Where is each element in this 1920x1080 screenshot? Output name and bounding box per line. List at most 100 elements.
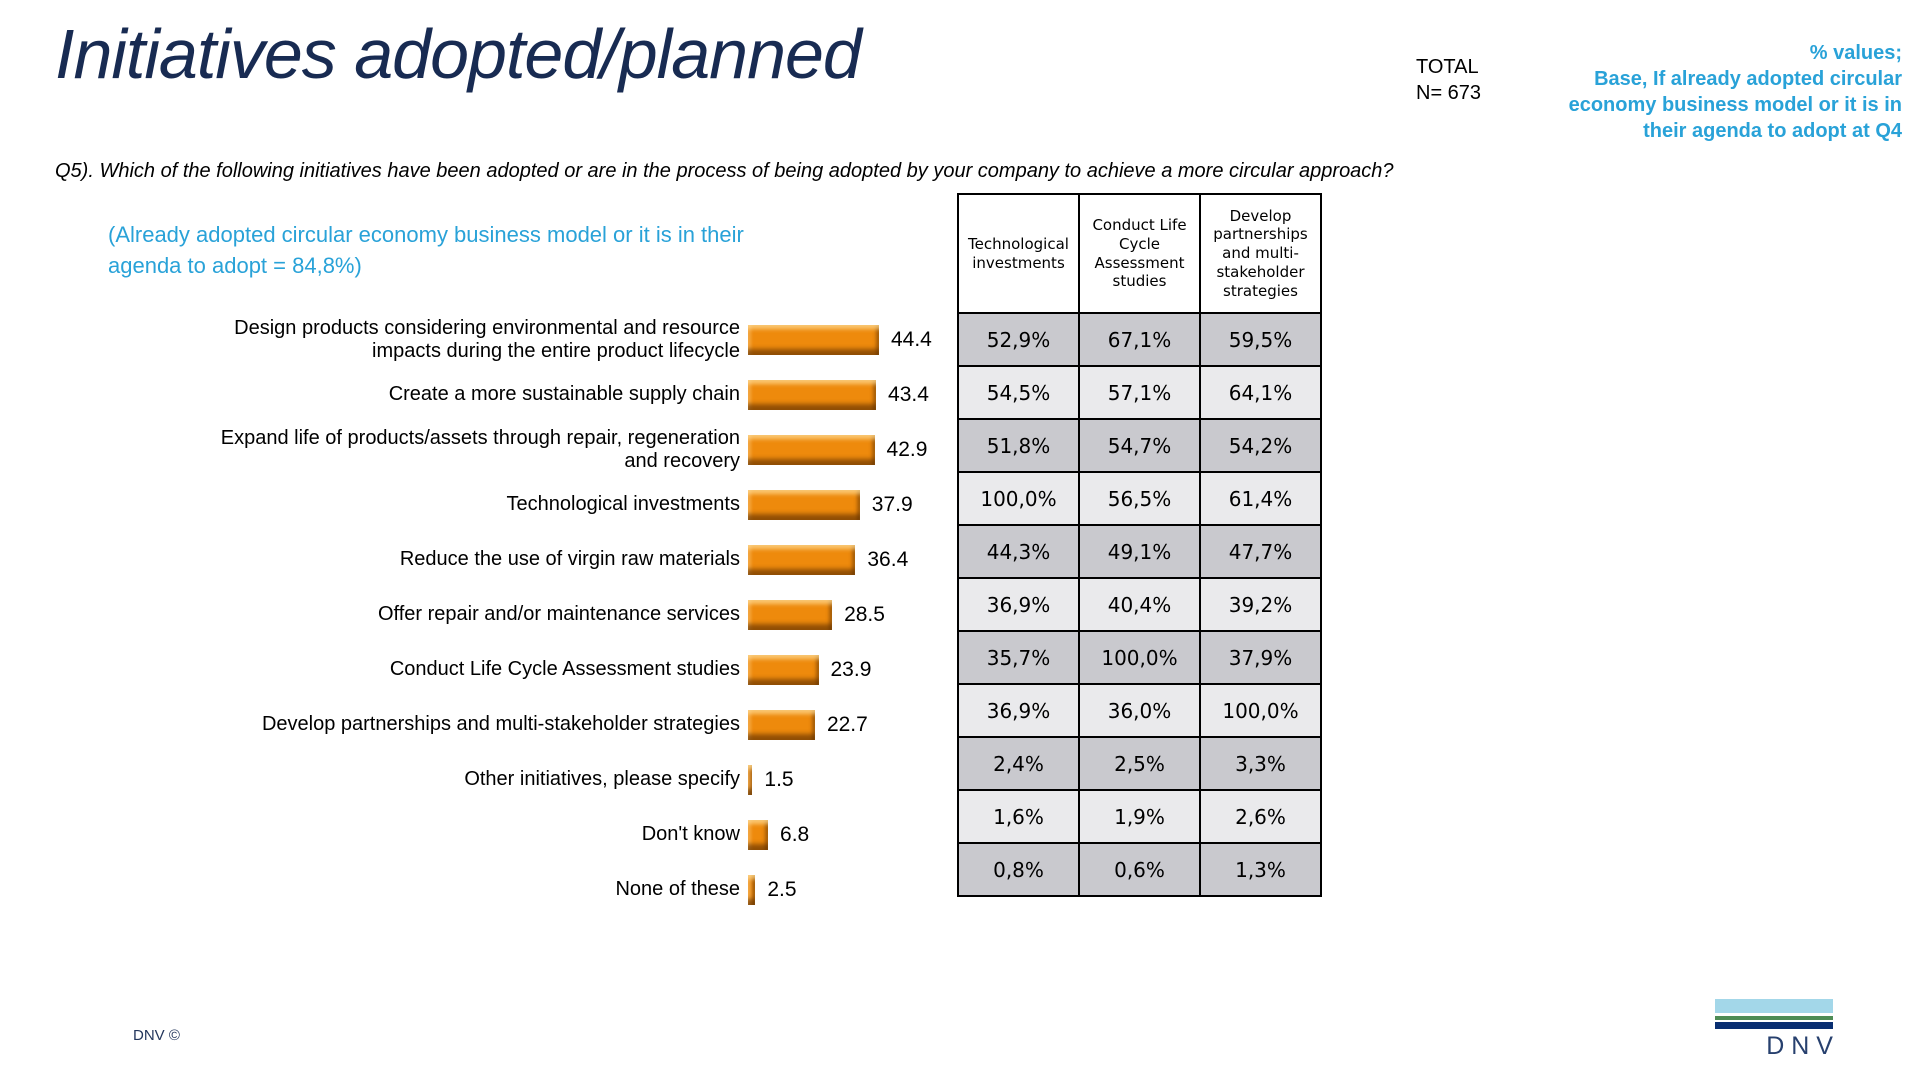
bar: [748, 874, 756, 905]
table-row: 36,9% 36,0% 100,0%: [957, 683, 1322, 738]
bar: [748, 709, 815, 740]
table-cell: 35,7%: [957, 630, 1080, 685]
table-cell: 54,5%: [957, 365, 1080, 420]
bar-row: None of these 2.5: [55, 862, 932, 917]
bar-value-label: 36.4: [867, 547, 909, 571]
bar-value-label: 28.5: [844, 602, 885, 626]
bar-category-label: Create a more sustainable supply chain: [388, 383, 740, 406]
table-cell: 44,3%: [957, 524, 1080, 579]
bar: [748, 544, 856, 575]
table-cell: 2,4%: [957, 736, 1080, 791]
table-cell: 100,0%: [1199, 683, 1322, 738]
table-cell: 39,2%: [1199, 577, 1322, 632]
table-row: 100,0% 56,5% 61,4%: [957, 471, 1322, 526]
bar-row: Develop partnerships and multi-stakehold…: [55, 697, 932, 752]
bar-value-label: 22.7: [826, 712, 868, 736]
table-row: 1,6% 1,9% 2,6%: [957, 789, 1322, 844]
bar-category-label: Develop partnerships and multi-stakehold…: [261, 713, 740, 736]
bar-value-label: 44.4: [890, 327, 932, 351]
table-cell: 59,5%: [1199, 312, 1322, 367]
copyright-label: DNV ©: [133, 1027, 180, 1044]
table-cell: 67,1%: [1078, 312, 1201, 367]
bar-row: Expand life of products/assets through r…: [55, 422, 932, 477]
filter-note: (Already adopted circular economy busine…: [108, 222, 744, 278]
table-header-cell: Conduct Life Cycle Assessment studies: [1078, 193, 1201, 314]
bar-row: Conduct Life Cycle Assessment studies 23.…: [55, 642, 932, 697]
bar-row: Don't know 6.8: [55, 807, 932, 862]
table-cell: 57,1%: [1078, 365, 1201, 420]
table-row: 35,7% 100,0% 37,9%: [957, 630, 1322, 685]
bar: [748, 819, 769, 850]
bar-category-label: Expand life of products/assets through r…: [220, 427, 740, 472]
table-cell: 40,4%: [1078, 577, 1201, 632]
bar: [748, 379, 877, 410]
base-note: % values; Base, If already adopted circu…: [1568, 42, 1902, 142]
table-cell: 2,6%: [1199, 789, 1322, 844]
table-cell: 1,9%: [1078, 789, 1201, 844]
table-cell: 56,5%: [1078, 471, 1201, 526]
dnv-logo: DNV: [1715, 999, 1833, 1061]
bar: [748, 489, 860, 520]
table-row: 36,9% 40,4% 39,2%: [957, 577, 1322, 632]
bar-category-label: Technological investments: [506, 493, 740, 516]
table-header-cell: Develop partnerships and multi-stakehold…: [1199, 193, 1322, 314]
bar: [748, 324, 879, 355]
bar-row: Other initiatives, please specify 1.5: [55, 752, 932, 807]
bar: [748, 654, 819, 685]
table-cell: 3,3%: [1199, 736, 1322, 791]
bar-value-label: 42.9: [886, 437, 928, 461]
table-cell: 54,7%: [1078, 418, 1201, 473]
table-cell: 1,3%: [1199, 842, 1322, 897]
bar: [748, 434, 875, 465]
table-cell: 36,9%: [957, 683, 1080, 738]
table-row: 51,8% 54,7% 54,2%: [957, 418, 1322, 473]
table-cell: 1,6%: [957, 789, 1080, 844]
bar-row: Technological investments 37.9: [55, 477, 932, 532]
bar-row: Offer repair and/or maintenance services…: [55, 587, 932, 642]
total-n-label: TOTAL N= 673: [1416, 56, 1482, 104]
bar-category-label: Reduce the use of virgin raw materials: [399, 548, 740, 571]
bar-value-label: 23.9: [830, 657, 872, 681]
bar-row: Create a more sustainable supply chain 43…: [55, 367, 932, 422]
table-cell: 49,1%: [1078, 524, 1201, 579]
bar-row: Reduce the use of virgin raw materials 36…: [55, 532, 932, 587]
bar-category-label: Design products considering environmenta…: [234, 317, 740, 362]
bar-value-label: 2.5: [767, 877, 797, 901]
bar: [748, 599, 833, 630]
bar-category-label: Conduct Life Cycle Assessment studies: [389, 658, 740, 681]
bar-row: Design products considering environmenta…: [55, 312, 932, 367]
table-row: 44,3% 49,1% 47,7%: [957, 524, 1322, 579]
table-cell: 2,5%: [1078, 736, 1201, 791]
bar-value-label: 1.5: [764, 767, 794, 791]
table-cell: 0,8%: [957, 842, 1080, 897]
bar-value-label: 43.4: [888, 382, 929, 406]
table-header-cell: Technological investments: [957, 193, 1080, 314]
logo-wordmark: DNV: [1766, 1032, 1840, 1060]
table-cell: 52,9%: [957, 312, 1080, 367]
bar-value-label: 37.9: [871, 492, 913, 516]
cross-table-body: 52,9% 67,1% 59,5% 54,5% 57,1% 64,1% 51,8% 54,7%…: [957, 312, 1322, 897]
bar-category-label: Other initiatives, please specify: [464, 768, 740, 791]
table-cell: 100,0%: [957, 471, 1080, 526]
table-cell: 51,8%: [957, 418, 1080, 473]
table-cell: 61,4%: [1199, 471, 1322, 526]
bar-value-label: 6.8: [780, 822, 810, 846]
bar: [748, 764, 753, 795]
table-cell: 100,0%: [1078, 630, 1201, 685]
cross-table-header: Technological investments Conduct Life Cy…: [957, 193, 1322, 314]
cross-table: Technological investments Conduct Life Cy…: [957, 193, 1322, 897]
logo-stripe-navy-icon: [1715, 1022, 1833, 1029]
table-row: 0,8% 0,6% 1,3%: [957, 842, 1322, 897]
page-title: Initiatives adopted/planned: [55, 15, 862, 93]
table-cell: 0,6%: [1078, 842, 1201, 897]
bar-category-label: Don't know: [641, 823, 740, 846]
logo-stripe-green-icon: [1715, 1016, 1833, 1020]
bar-category-label: None of these: [615, 878, 740, 901]
logo-stripe-lightblue-icon: [1715, 999, 1833, 1013]
table-row: 54,5% 57,1% 64,1%: [957, 365, 1322, 420]
table-cell: 36,9%: [957, 577, 1080, 632]
bar-chart: Design products considering environmenta…: [55, 312, 932, 917]
table-row: 2,4% 2,5% 3,3%: [957, 736, 1322, 791]
table-cell: 36,0%: [1078, 683, 1201, 738]
table-cell: 37,9%: [1199, 630, 1322, 685]
